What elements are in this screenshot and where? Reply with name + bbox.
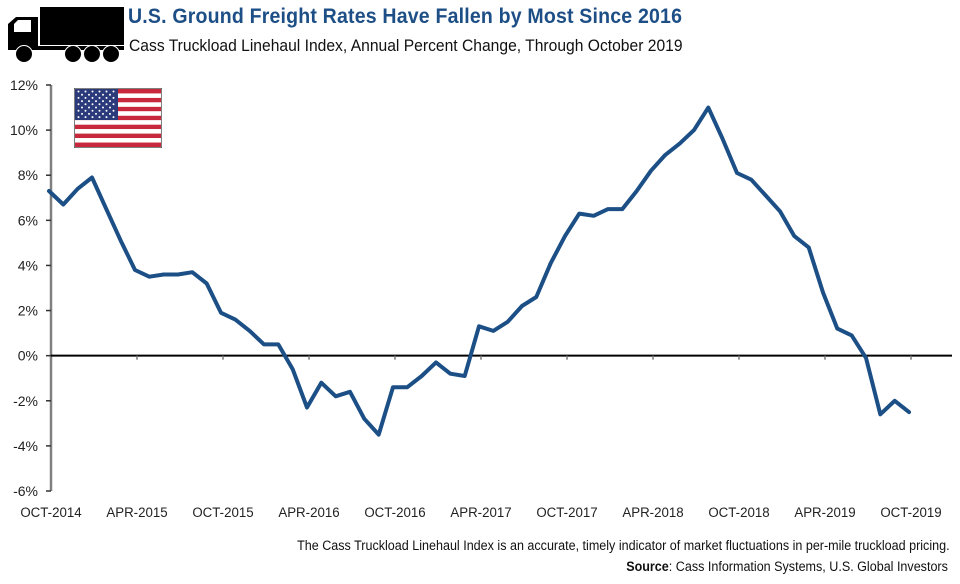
x-tick-label: OCT-2018 xyxy=(708,505,769,520)
x-tick-label: APR-2017 xyxy=(450,505,511,520)
chart-header: U.S. Ground Freight Rates Have Fallen by… xyxy=(0,0,960,70)
y-tick-label: 4% xyxy=(18,257,38,273)
source-text: : Cass Information Systems, U.S. Global … xyxy=(668,559,948,574)
x-tick-label: OCT-2014 xyxy=(20,505,82,520)
x-tick-label: OCT-2016 xyxy=(364,505,425,520)
chart-subtitle: Cass Truckload Linehaul Index, Annual Pe… xyxy=(129,36,683,55)
series-group xyxy=(47,105,911,437)
y-tick-label: -6% xyxy=(13,483,38,499)
us-flag-icon xyxy=(74,88,162,148)
footnote: The Cass Truckload Linehaul Index is an … xyxy=(297,538,950,553)
x-tick-label: APR-2018 xyxy=(622,505,683,520)
y-tick-label: 10% xyxy=(10,122,38,138)
y-tick-label: -2% xyxy=(13,393,38,409)
y-tick-label: 6% xyxy=(18,212,38,228)
y-tick-label: 12% xyxy=(10,77,38,93)
x-tick-label: APR-2015 xyxy=(106,505,168,520)
y-axis: 12% 10% 8% 6% 4% 2% 0% -2% -4% -6% xyxy=(10,77,53,499)
series-line xyxy=(47,105,911,437)
x-tick-label: OCT-2015 xyxy=(192,505,254,520)
x-tick-label: OCT-2017 xyxy=(536,505,597,520)
line-chart: 12% 10% 8% 6% 4% 2% 0% -2% -4% -6% OCT-2014 APR-20… xyxy=(10,77,952,520)
y-tick-label: 8% xyxy=(18,167,38,183)
y-tick-label: -4% xyxy=(13,438,38,454)
y-tick-label: 2% xyxy=(18,303,38,319)
x-tick-label: OCT-2019 xyxy=(880,505,941,520)
x-axis: OCT-2014 APR-2015 OCT-2015 APR-2016 OCT-2016… xyxy=(20,354,952,520)
y-tick-label: 0% xyxy=(18,348,38,364)
x-tick-label: APR-2019 xyxy=(794,505,855,520)
source-label: Source xyxy=(626,559,669,574)
truck-icon xyxy=(8,7,124,63)
x-tick-label: APR-2016 xyxy=(278,505,339,520)
chart-title: U.S. Ground Freight Rates Have Fallen by… xyxy=(128,5,683,28)
source-line: Source: Cass Information Systems, U.S. G… xyxy=(626,559,948,574)
